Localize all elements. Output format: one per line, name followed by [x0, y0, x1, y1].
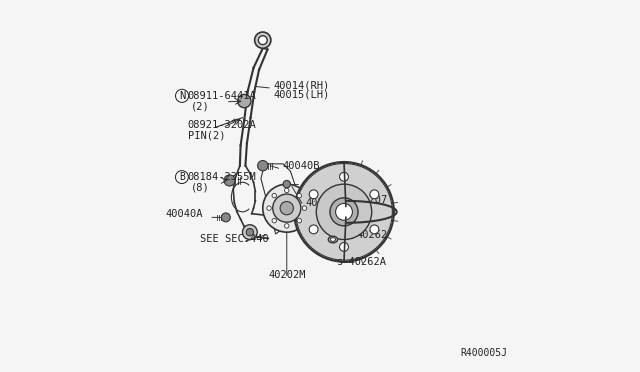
Text: 08921-3202A: 08921-3202A: [188, 120, 257, 130]
Circle shape: [285, 224, 289, 228]
Circle shape: [340, 243, 348, 251]
Text: 40202M: 40202M: [268, 270, 306, 280]
Circle shape: [302, 206, 307, 211]
Text: s—40262A: s—40262A: [337, 257, 387, 267]
Circle shape: [272, 218, 276, 223]
Circle shape: [370, 190, 379, 199]
Text: 40040B: 40040B: [283, 161, 320, 171]
Circle shape: [263, 184, 311, 232]
Text: 08911-6441A: 08911-6441A: [188, 91, 257, 101]
Text: (8): (8): [191, 182, 210, 192]
Ellipse shape: [335, 203, 353, 220]
Ellipse shape: [294, 162, 394, 262]
Text: SEE SEC.440: SEE SEC.440: [200, 234, 269, 244]
Text: 40040A: 40040A: [166, 209, 203, 219]
Text: 40014(RH): 40014(RH): [274, 80, 330, 90]
Ellipse shape: [328, 236, 337, 243]
Text: 40262: 40262: [356, 230, 387, 240]
Circle shape: [258, 161, 268, 171]
Text: 40207: 40207: [356, 195, 387, 205]
Circle shape: [283, 180, 291, 188]
Circle shape: [259, 36, 268, 45]
Ellipse shape: [316, 184, 372, 240]
Text: 40015(LH): 40015(LH): [274, 89, 330, 99]
Circle shape: [246, 228, 253, 236]
Circle shape: [273, 194, 301, 222]
Circle shape: [309, 225, 318, 234]
Circle shape: [243, 225, 257, 240]
Circle shape: [297, 218, 301, 223]
Circle shape: [224, 175, 235, 186]
Circle shape: [237, 94, 251, 108]
Text: R400005J: R400005J: [460, 348, 508, 358]
Ellipse shape: [330, 198, 358, 226]
Circle shape: [309, 190, 318, 199]
Ellipse shape: [296, 164, 392, 260]
Ellipse shape: [330, 238, 335, 241]
Text: (2): (2): [191, 102, 210, 112]
Circle shape: [297, 193, 301, 198]
Circle shape: [370, 225, 379, 234]
Circle shape: [280, 202, 293, 215]
Circle shape: [272, 193, 276, 198]
Circle shape: [221, 213, 230, 222]
Circle shape: [255, 32, 271, 48]
Text: 08184-2355M: 08184-2355M: [188, 172, 257, 182]
Circle shape: [285, 188, 289, 193]
Text: B: B: [179, 172, 185, 182]
Circle shape: [340, 172, 348, 181]
Text: 40222: 40222: [305, 198, 337, 208]
Text: PIN(2): PIN(2): [188, 131, 225, 141]
Text: N: N: [179, 91, 185, 101]
Circle shape: [267, 206, 271, 211]
